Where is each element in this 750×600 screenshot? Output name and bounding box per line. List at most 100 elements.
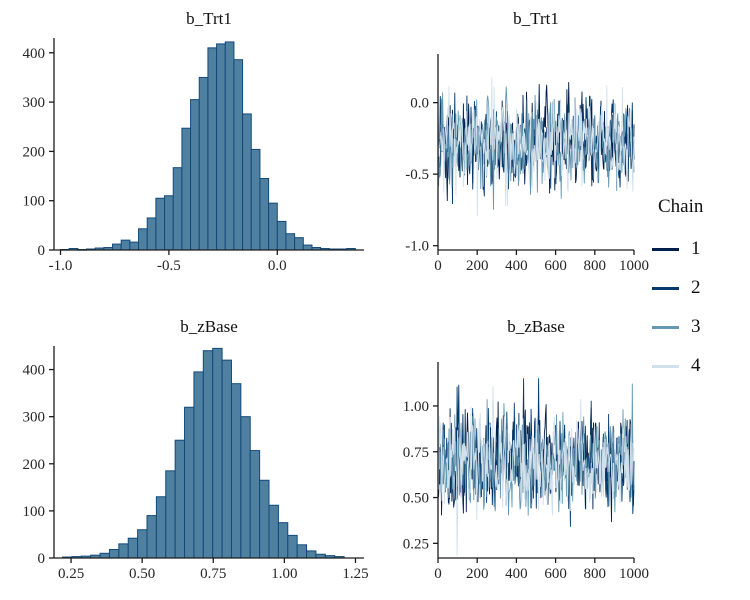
- panel-title: b_Trt1: [186, 9, 232, 28]
- trace-plot-b_zBase: 0 200 400 600 800 1000 0.25 0.50 0.75 1.00: [403, 362, 649, 582]
- histogram-bar: [99, 552, 110, 559]
- x-axis-tick-label: 1.25: [342, 566, 368, 582]
- histogram-bar: [294, 237, 304, 251]
- histogram-bar: [165, 470, 176, 559]
- y-axis-tick-label: 0: [38, 243, 46, 259]
- x-axis-tick-label: 1000: [619, 258, 649, 274]
- histogram-bar: [249, 450, 261, 559]
- y-axis-tick-label: -0.5: [405, 167, 429, 183]
- panel-title: b_zBase: [180, 317, 238, 336]
- x-axis-tick-label: 800: [584, 566, 607, 582]
- panel-title: b_zBase: [507, 317, 565, 336]
- histogram-bars: [62, 347, 345, 559]
- histogram-bar: [287, 534, 298, 559]
- x-axis-tick-label: 200: [466, 258, 489, 274]
- x-axis-tick-label: 600: [544, 258, 567, 274]
- histogram-bar: [190, 99, 200, 251]
- histogram-bar: [118, 543, 129, 559]
- y-axis-tick-label: 0.25: [403, 536, 429, 552]
- trace-line-chain-4: [437, 77, 635, 217]
- x-axis-tick-label: 0.0: [268, 258, 287, 274]
- x-axis-tick-label: 1000: [619, 566, 649, 582]
- histogram-bar: [233, 59, 244, 251]
- y-axis-tick-label: 0: [38, 551, 46, 567]
- legend-item-label: 2: [691, 277, 701, 298]
- x-axis-tick-label: 0: [434, 258, 442, 274]
- legend-line-swatch: [652, 364, 679, 368]
- histogram-bar: [296, 544, 308, 559]
- x-axis-tick-label: 400: [505, 258, 528, 274]
- y-axis-tick-label: 0.75: [403, 445, 429, 461]
- legend-title: Chain: [658, 196, 704, 217]
- histogram-bar: [174, 439, 186, 559]
- histogram-bar: [181, 127, 192, 251]
- y-axis-tick-label: 100: [23, 504, 46, 520]
- trace-panel-b-trt1: b_Trt1 0 200 400 600 800 1000 0.0 -0.5 -1.0: [398, 6, 649, 282]
- legend-item-1: 1: [652, 238, 748, 260]
- histogram-bar: [138, 228, 148, 251]
- y-axis-tick-label: 300: [23, 410, 46, 426]
- histogram-bar: [172, 167, 183, 251]
- x-axis-tick-label: 200: [466, 566, 489, 582]
- y-axis-tick-label: 1.00: [403, 399, 429, 415]
- y-axis-tick-label: 400: [23, 363, 46, 379]
- x-axis-tick-label: 400: [505, 566, 528, 582]
- y-axis-tick-label: 400: [23, 46, 46, 62]
- histogram-bar: [259, 479, 270, 559]
- histogram-bar: [198, 76, 209, 251]
- histogram-bar: [164, 195, 174, 251]
- panel-title: b_Trt1: [513, 9, 559, 28]
- y-axis-tick-label: -1.0: [405, 239, 429, 255]
- histogram-bar: [212, 347, 223, 559]
- histogram-bar: [302, 244, 313, 251]
- histogram-bar: [216, 43, 226, 251]
- y-axis-tick-label: 0.50: [403, 491, 429, 507]
- x-axis-tick-label: 600: [544, 566, 567, 582]
- histogram-bars: [60, 41, 356, 251]
- histogram-bar: [129, 241, 140, 251]
- histogram-bar: [184, 406, 195, 559]
- legend-line-swatch: [652, 286, 679, 290]
- histogram-bar: [202, 350, 214, 559]
- histogram-panel-b-zbase: b_zBase 0.25 0.50 0.75 1.00 1.25 0 100 200 300 40…: [8, 314, 370, 590]
- histogram-bar: [285, 233, 296, 251]
- histogram-bar: [268, 202, 278, 251]
- trace-plot-b_Trt1: 0 200 400 600 800 1000 0.0 -0.5 -1.0: [405, 54, 649, 274]
- histogram-bar: [155, 197, 166, 251]
- x-axis-tick-label: 0.25: [58, 566, 84, 582]
- histogram-bar: [146, 515, 157, 559]
- trace-line-chain-4: [437, 386, 635, 556]
- histogram-bar: [250, 148, 261, 251]
- x-axis-tick-label: 1.00: [271, 566, 297, 582]
- histogram-bar: [240, 416, 251, 559]
- y-axis-tick-label: 0.0: [410, 96, 429, 112]
- histogram-plot-b_zBase: 0.25 0.50 0.75 1.00 1.25 0 100 200 300 400: [23, 346, 369, 582]
- x-axis-tick-label: -0.5: [157, 258, 181, 274]
- histogram-bar: [221, 359, 232, 559]
- legend-line-swatch: [652, 247, 679, 251]
- chain-legend: Chain 1 2 3 4: [652, 196, 748, 394]
- histogram-panel-b-trt1: b_Trt1 -1.0 -0.5 0.0 0 100 200 300 400: [8, 6, 370, 282]
- legend-item-label: 1: [691, 238, 701, 259]
- legend-item-label: 3: [691, 316, 701, 337]
- histogram-bar: [242, 113, 252, 251]
- histogram-bar: [193, 371, 204, 559]
- legend-item-4: 4: [652, 355, 748, 377]
- trace-lines: [437, 77, 635, 217]
- y-axis-tick-label: 200: [23, 144, 46, 160]
- legend-items: 1 2 3 4: [652, 238, 748, 377]
- x-axis-tick-label: 800: [584, 258, 607, 274]
- histogram-bar: [112, 243, 122, 251]
- histogram-bar: [306, 550, 317, 559]
- legend-item-2: 2: [652, 277, 748, 299]
- legend-item-label: 4: [691, 355, 701, 376]
- histogram-bar: [277, 522, 289, 559]
- histogram-bar: [155, 496, 167, 559]
- y-axis-tick-label: 300: [23, 95, 46, 111]
- x-axis-tick-label: 0: [434, 566, 442, 582]
- histogram-bar: [127, 537, 139, 559]
- histogram-bar: [230, 383, 242, 559]
- legend-line-swatch: [652, 325, 679, 329]
- x-axis-tick-label: -1.0: [49, 258, 73, 274]
- histogram-bar: [207, 47, 218, 251]
